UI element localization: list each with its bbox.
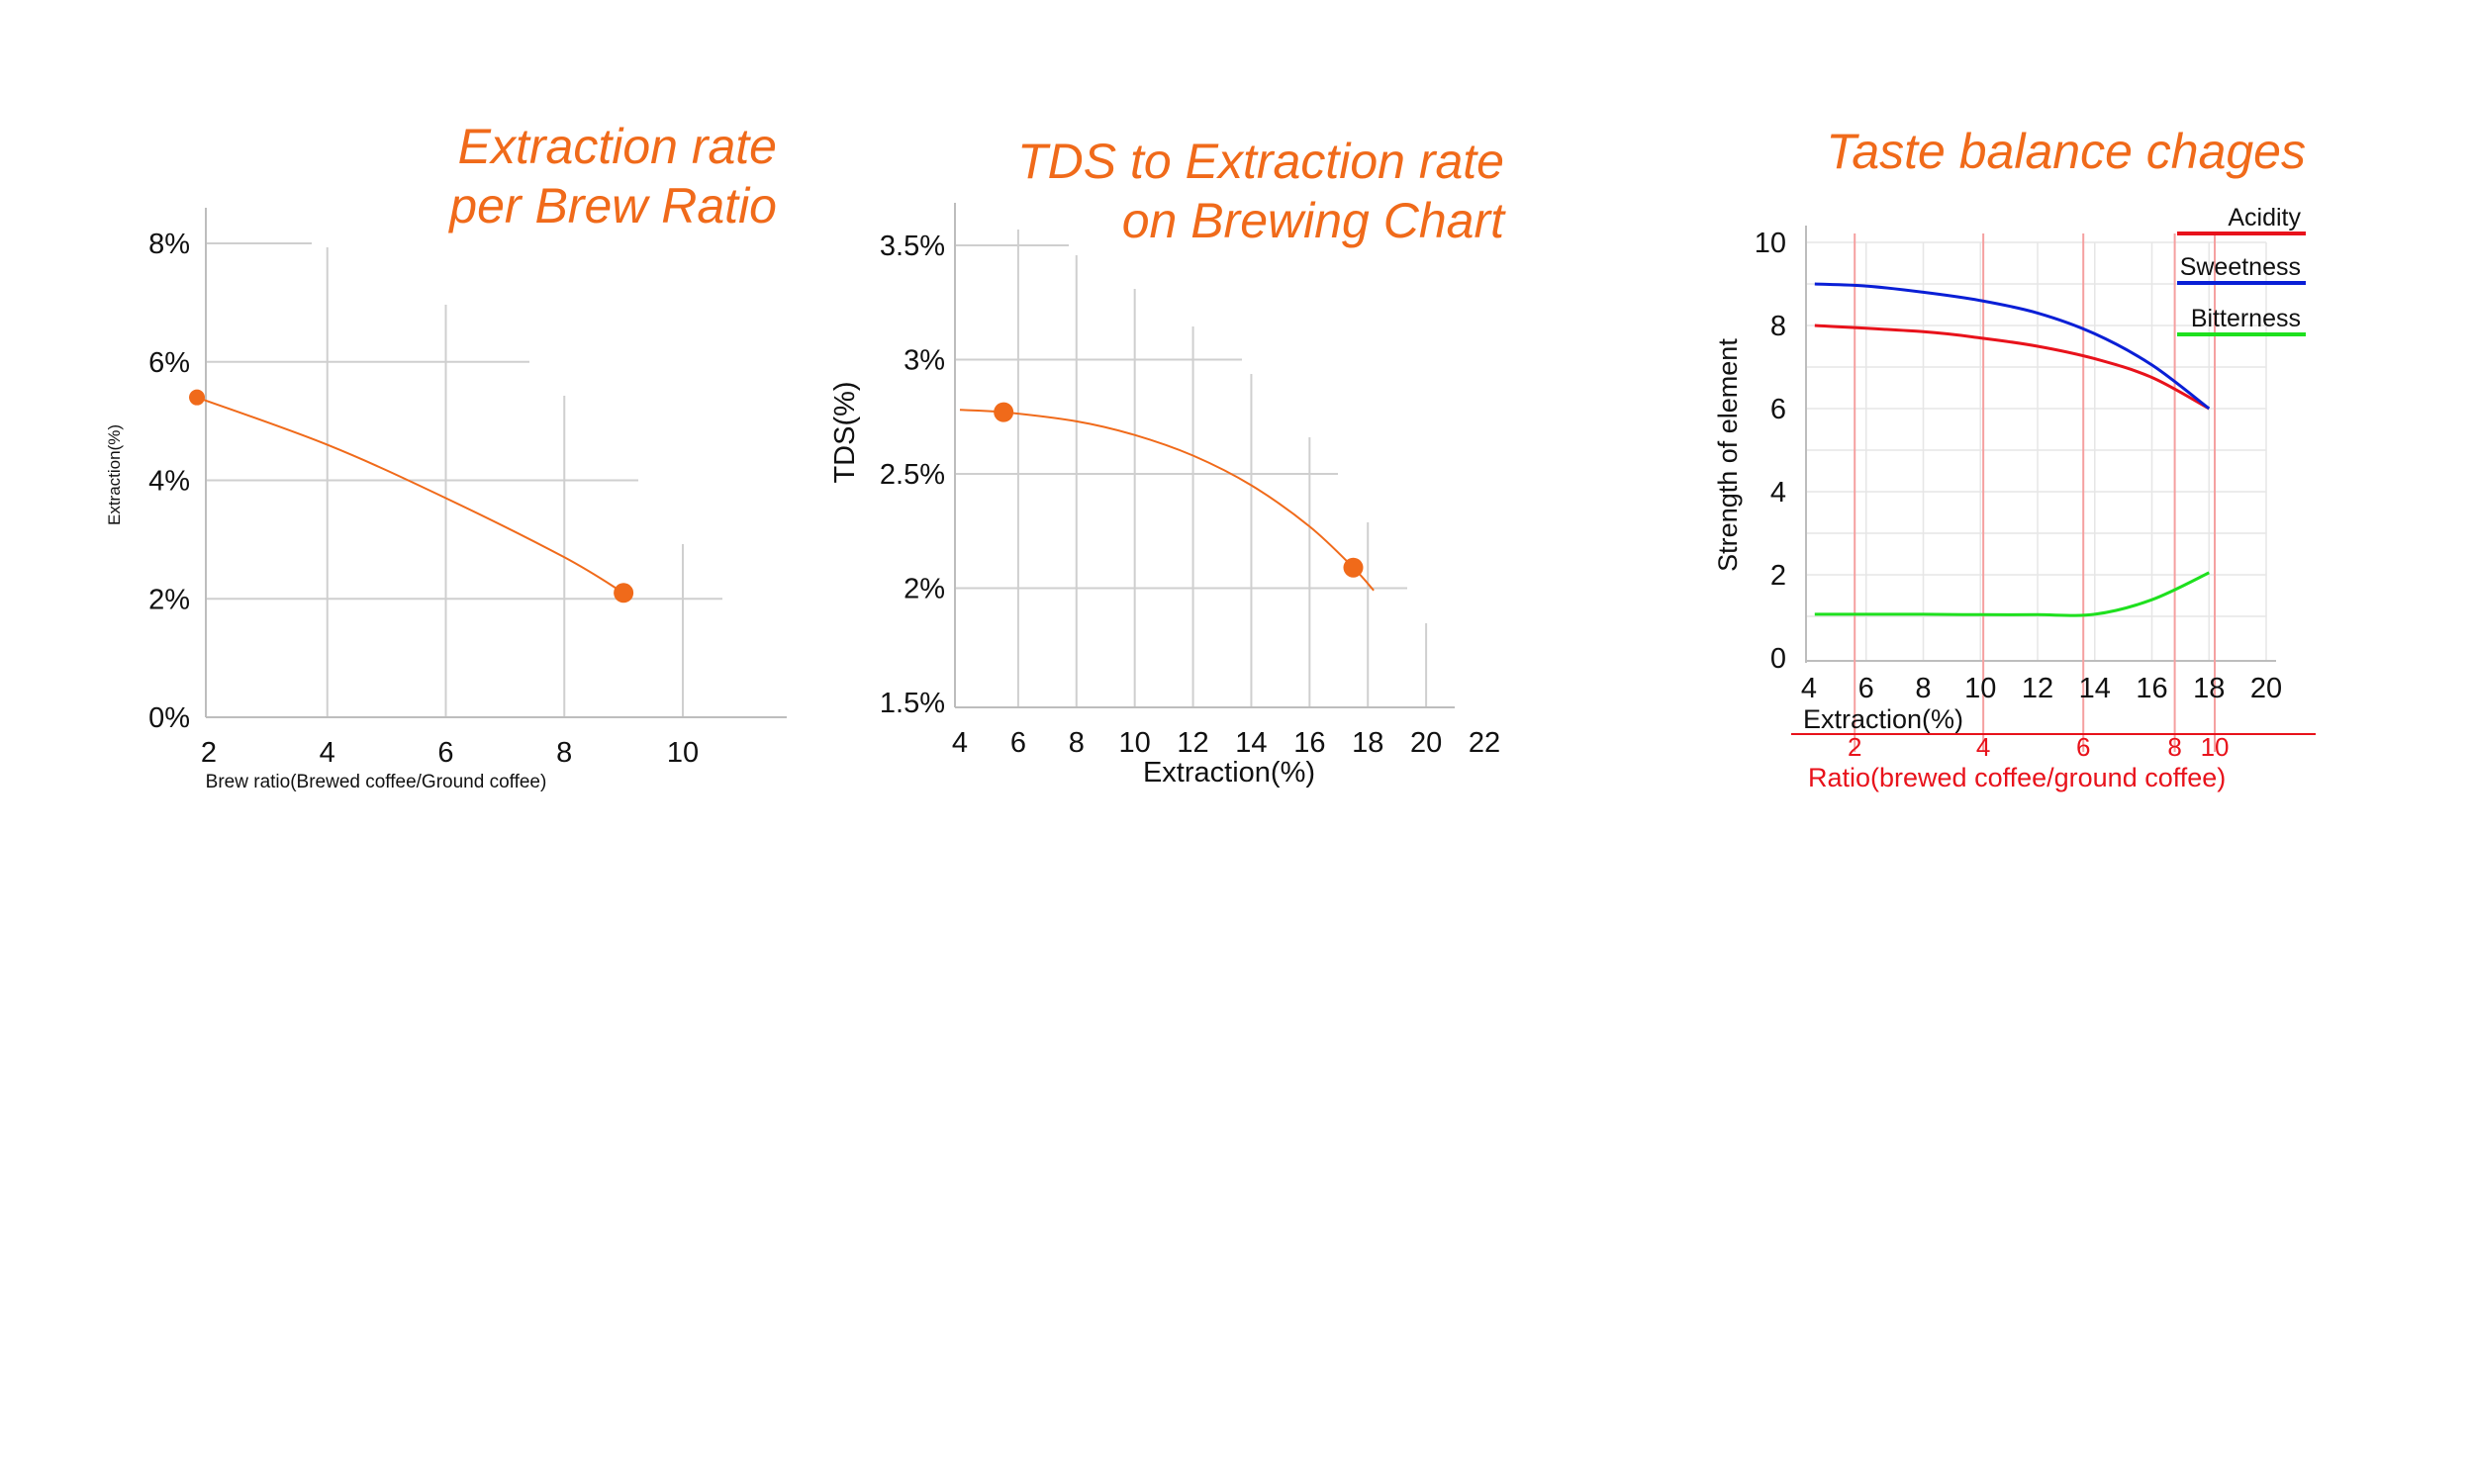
chart3-gridlines	[1806, 241, 2267, 661]
chart2-x-tick-label: 20	[1410, 727, 1442, 759]
chart3-x-tick-label: 14	[2079, 673, 2111, 704]
chart3-legend-label-sweetness: Sweetness	[2180, 253, 2301, 281]
chart3-legend: Acidity Sweetness Bitterness	[2177, 204, 2306, 336]
chart1-x-tick-label: 4	[320, 737, 335, 769]
chart3-series-line-sweetness	[1814, 282, 2211, 411]
chart1-x-tick-label: 10	[667, 737, 699, 769]
chart3-y-axis-label: Strength of element	[1713, 338, 1743, 572]
chart1-y-tick-label: 8%	[148, 229, 190, 260]
chart2-x-tick-label: 8	[1069, 727, 1085, 759]
chart2-y-axis-label: TDS(%)	[829, 381, 861, 483]
chart2-title-line1: TDS to Extraction rate	[1017, 134, 1504, 189]
chart3-series-line-acidity	[1814, 324, 2211, 411]
chart3-ratio-markers	[1854, 233, 2217, 752]
chart-extraction-per-brew-ratio: Extraction rate per Brew Ratio 2 4 6 8 100%2…	[105, 119, 787, 792]
chart1-series-line	[196, 396, 624, 595]
chart3-ratio-tick-label: 10	[2201, 732, 2230, 762]
chart2-x-axis-label: Extraction(%)	[1143, 757, 1315, 788]
chart2-x-tick-label: 12	[1177, 727, 1208, 759]
chart1-x-tick-label: 2	[201, 737, 217, 769]
chart3-y-tick-label: 10	[1755, 228, 1786, 259]
chart3-ratio-axis-label: Ratio(brewed coffee/ground coffee)	[1808, 763, 2226, 792]
chart1-y-tick-label: 2%	[148, 584, 190, 615]
chart3-y-tick-label: 4	[1770, 477, 1786, 509]
chart3-title: Taste balance chages	[1826, 124, 2306, 179]
chart2-tick-labels: 4 6 8 10 12 14 16 18 20 22 1.5% 2% 2.5% 3% 3.5%	[880, 231, 1500, 759]
chart2-title-line2: on Brewing Chart	[1122, 193, 1506, 248]
chart1-gridlines	[206, 242, 722, 717]
chart2-x-tick-label: 18	[1352, 727, 1383, 759]
chart2-marker	[1343, 557, 1364, 578]
chart3-y-tick-label: 2	[1770, 560, 1786, 592]
chart1-y-axis-label: Extraction(%)	[105, 424, 124, 525]
chart1-y-tick-label: 0%	[148, 702, 190, 734]
chart2-gridlines	[955, 230, 1428, 707]
chart3-series-line-bitterness	[1814, 571, 2210, 617]
chart2-x-tick-label: 6	[1010, 727, 1026, 759]
chart3-plot-area	[1814, 282, 2211, 617]
chart1-x-tick-label: 8	[556, 737, 572, 769]
chart2-x-tick-label: 14	[1235, 727, 1267, 759]
chart1-title-line1: Extraction rate	[458, 119, 777, 174]
chart2-y-tick-label: 2%	[904, 574, 945, 605]
chart3-x-tick-label: 20	[2250, 673, 2282, 704]
chart3-x-tick-label: 16	[2136, 673, 2167, 704]
chart1-marker	[614, 583, 634, 603]
chart-tds-to-extraction: TDS to Extraction rate on Brewing Chart …	[829, 134, 1506, 788]
chart2-plot-area	[959, 402, 1375, 592]
chart2-x-tick-label: 22	[1469, 727, 1500, 759]
chart1-x-tick-label: 6	[437, 737, 453, 769]
chart2-marker	[994, 402, 1014, 422]
chart3-x-tick-label: 4	[1801, 673, 1817, 704]
chart3-y-tick-label: 6	[1770, 394, 1786, 425]
chart3-legend-label-acidity: Acidity	[2228, 204, 2301, 232]
chart1-x-axis-label: Brew ratio(Brewed coffee/Ground coffee)	[206, 772, 547, 792]
chart3-ratio-tick-label: 6	[2076, 732, 2090, 762]
chart3-tick-labels: 2 4 6 8 10 4 6 8 10 12 14 16 18 20 0 2 4 6 8 10	[1755, 228, 2282, 762]
chart2-x-tick-label: 10	[1119, 727, 1151, 759]
chart3-ratio-tick-label: 8	[2167, 732, 2181, 762]
chart3-x-axis-label: Extraction(%)	[1803, 704, 1963, 734]
chart3-x-tick-label: 6	[1858, 673, 1874, 704]
chart2-y-tick-label: 2.5%	[880, 459, 945, 491]
chart1-y-tick-label: 6%	[148, 347, 190, 379]
chart-taste-balance: Taste balance chages 2 4 6 8 10 4 6 8 10 12 14 16 18…	[1713, 124, 2316, 792]
chart3-ratio-tick-label: 4	[1976, 732, 1990, 762]
chart3-y-tick-label: 8	[1770, 311, 1786, 342]
chart2-y-tick-label: 1.5%	[880, 688, 945, 719]
chart3-ratio-tick-label: 2	[1848, 732, 1861, 762]
chart1-title-line2: per Brew Ratio	[447, 178, 777, 233]
chart2-x-tick-label: 16	[1293, 727, 1325, 759]
chart2-y-tick-label: 3%	[904, 345, 945, 377]
chart3-x-tick-label: 12	[2022, 673, 2053, 704]
chart1-y-tick-label: 4%	[148, 466, 190, 498]
chart3-x-tick-label: 18	[2193, 673, 2225, 704]
chart2-y-tick-label: 3.5%	[880, 231, 945, 262]
chart1-marker	[189, 389, 206, 406]
chart1-tick-labels: 2 4 6 8 10 0% 2% 4% 6% 8%	[148, 229, 699, 769]
chart3-x-tick-label: 10	[1964, 673, 1996, 704]
chart3-y-tick-label: 0	[1770, 643, 1786, 675]
chart3-x-tick-label: 8	[1915, 673, 1931, 704]
chart1-plot-area	[189, 389, 634, 603]
chart3-legend-label-bitterness: Bitterness	[2191, 305, 2301, 332]
chart2-x-tick-label: 4	[952, 727, 968, 759]
chart2-series-line	[959, 409, 1375, 592]
